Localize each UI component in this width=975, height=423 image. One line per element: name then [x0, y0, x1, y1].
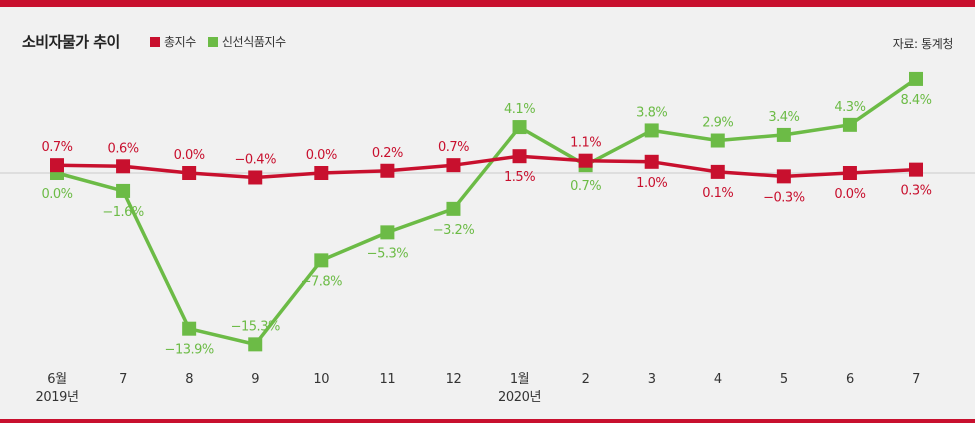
x-tick-label: 8: [185, 372, 193, 387]
data-point-total: [710, 164, 725, 179]
data-label-total: −0.4%: [235, 152, 277, 167]
data-point-total: [182, 166, 197, 180]
legend: 총지수 신선식품지수: [150, 33, 298, 50]
x-tick-label: 2019년: [35, 390, 78, 405]
source-note: 자료: 통계청: [892, 37, 954, 51]
data-point-total: [314, 166, 329, 180]
data-point-total: [512, 149, 527, 164]
legend-label-fresh: 신선식품지수: [221, 35, 286, 49]
data-point-total: [50, 158, 64, 173]
data-point-fresh: [314, 253, 329, 268]
data-point-total: [116, 159, 131, 174]
data-point-fresh: [710, 133, 725, 148]
legend-label-total: 총지수: [164, 35, 196, 49]
x-tick-label: 11: [380, 372, 396, 387]
data-label-fresh: −7.8%: [301, 274, 343, 289]
x-tick-label: 7: [119, 372, 127, 387]
data-point-total: [380, 163, 395, 178]
x-tick-label: 12: [446, 372, 462, 387]
top-accent-bar: [0, 0, 975, 7]
x-tick-label: 9: [251, 372, 259, 387]
data-label-fresh: −1.6%: [102, 205, 144, 220]
data-label-total: 0.7%: [438, 140, 469, 155]
data-point-total: [446, 158, 461, 173]
x-tick-label: 5: [780, 372, 788, 387]
data-label-fresh: −13.9%: [165, 343, 214, 358]
data-point-fresh: [248, 337, 263, 352]
data-label-total: 1.0%: [636, 176, 667, 191]
data-label-total: −0.3%: [763, 190, 805, 205]
data-point-total: [776, 169, 791, 184]
data-label-total: 0.2%: [372, 146, 403, 161]
data-point-total: [578, 153, 593, 168]
legend-swatch-total: [150, 36, 160, 47]
data-label-total: 0.0%: [834, 187, 865, 202]
data-label-total: 1.1%: [570, 136, 601, 151]
x-tick-label: 4: [714, 372, 722, 387]
data-label-fresh: 0.7%: [570, 179, 601, 194]
data-label-total: 0.7%: [41, 140, 72, 155]
data-point-fresh: [182, 321, 197, 336]
data-point-total: [644, 154, 659, 169]
data-label-total: 0.6%: [108, 141, 139, 156]
data-label-fresh: 4.3%: [834, 100, 865, 115]
data-label-total: 0.1%: [702, 186, 733, 201]
data-point-fresh: [644, 123, 659, 138]
data-label-fresh: 8.4%: [900, 93, 931, 108]
data-label-total: 1.5%: [504, 170, 535, 185]
bottom-accent-bar: [0, 419, 975, 423]
data-label-fresh: −15.3%: [231, 319, 280, 334]
chart-title: 소비자물가 추이: [22, 33, 120, 51]
x-tick-label: 2020년: [498, 390, 541, 405]
series-line-total: [56, 154, 917, 180]
data-label-fresh: −5.3%: [367, 246, 409, 261]
legend-item-fresh: 신선식품지수: [207, 33, 286, 50]
legend-swatch-fresh: [207, 36, 218, 47]
data-point-fresh: [446, 201, 461, 216]
data-label-total: 0.0%: [174, 148, 205, 163]
x-tick-label: 6월: [47, 372, 66, 387]
x-tick-label: 2: [582, 372, 590, 387]
data-point-fresh: [776, 127, 791, 142]
x-tick-label: 1월: [510, 372, 529, 387]
data-label-fresh: 3.4%: [768, 110, 799, 125]
x-tick-label: 3: [648, 372, 656, 387]
data-label-total: 0.0%: [306, 148, 337, 163]
data-label-fresh: −3.2%: [433, 223, 475, 238]
data-label-fresh: 0.0%: [41, 187, 72, 202]
data-point-total: [909, 162, 923, 177]
data-point-fresh: [116, 183, 131, 198]
data-label-total: 0.3%: [900, 184, 931, 199]
x-tick-label: 6: [846, 372, 854, 387]
data-point-total: [248, 170, 263, 185]
data-label-fresh: 4.1%: [504, 102, 535, 117]
data-label-fresh: 3.8%: [636, 105, 667, 120]
data-point-fresh: [512, 120, 527, 135]
data-point-fresh: [842, 117, 857, 132]
x-tick-label: 10: [313, 372, 329, 387]
series-line-fresh: [56, 77, 917, 347]
x-tick-label: 7: [912, 372, 920, 387]
data-label-fresh: 2.9%: [702, 116, 733, 131]
data-point-fresh: [909, 71, 923, 86]
legend-item-total: 총지수: [150, 33, 196, 50]
data-point-fresh: [380, 225, 395, 240]
data-point-total: [842, 166, 857, 180]
